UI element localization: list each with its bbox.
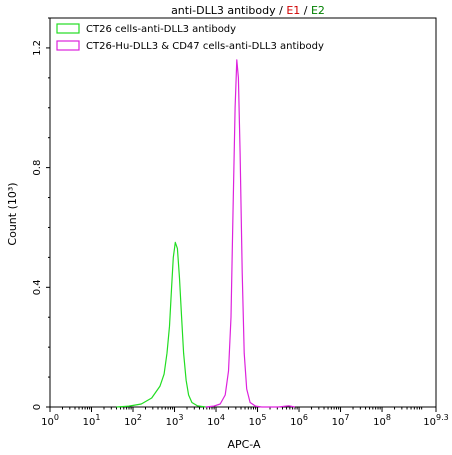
legend-swatch bbox=[56, 23, 80, 34]
y-tick-label: 0.4 bbox=[32, 279, 43, 295]
y-axis-label: Count (10³) bbox=[6, 182, 19, 245]
title-separator-2: / bbox=[300, 4, 311, 17]
title-e1: E1 bbox=[286, 4, 300, 17]
x-tick-label: 105 bbox=[249, 413, 267, 428]
title-separator-1: / bbox=[276, 4, 287, 17]
x-axis-label: APC-A bbox=[227, 438, 261, 451]
x-tick-label: 100 bbox=[41, 413, 59, 428]
title-prefix: anti-DLL3 antibody bbox=[171, 4, 276, 17]
y-tick-label: 0.8 bbox=[32, 160, 43, 176]
legend: CT26 cells-anti-DLL3 antibody CT26-Hu-DLL… bbox=[56, 23, 324, 52]
series-lines bbox=[116, 59, 296, 408]
plot-frame bbox=[49, 17, 437, 408]
legend-label: CT26-Hu-DLL3 & CD47 cells-anti-DLL3 anti… bbox=[86, 41, 324, 52]
x-tick-label: 103 bbox=[166, 413, 184, 428]
y-tick-label: 1.2 bbox=[32, 40, 43, 56]
series-line-2 bbox=[205, 59, 296, 408]
title-e2: E2 bbox=[311, 4, 325, 17]
x-axis-ticks: 100 101 102 103 104 105 106 107 108 109.3 bbox=[41, 407, 449, 428]
series-line-1 bbox=[116, 241, 206, 408]
x-tick-label: 104 bbox=[207, 413, 225, 428]
x-tick-label: 107 bbox=[332, 413, 350, 428]
x-tick-label: 109.3 bbox=[423, 413, 448, 428]
x-tick-label: 101 bbox=[83, 413, 101, 428]
x-tick-label: 106 bbox=[290, 413, 308, 428]
y-axis-ticks: 0 0.4 0.8 1.2 bbox=[32, 17, 50, 410]
legend-swatch bbox=[56, 40, 80, 51]
x-tick-label: 102 bbox=[124, 413, 142, 428]
legend-label: CT26 cells-anti-DLL3 antibody bbox=[86, 24, 236, 35]
chart-title: anti-DLL3 antibody / E1 / E2 bbox=[171, 4, 325, 17]
x-tick-label: 108 bbox=[373, 413, 391, 428]
y-tick-label: 0 bbox=[32, 404, 43, 410]
